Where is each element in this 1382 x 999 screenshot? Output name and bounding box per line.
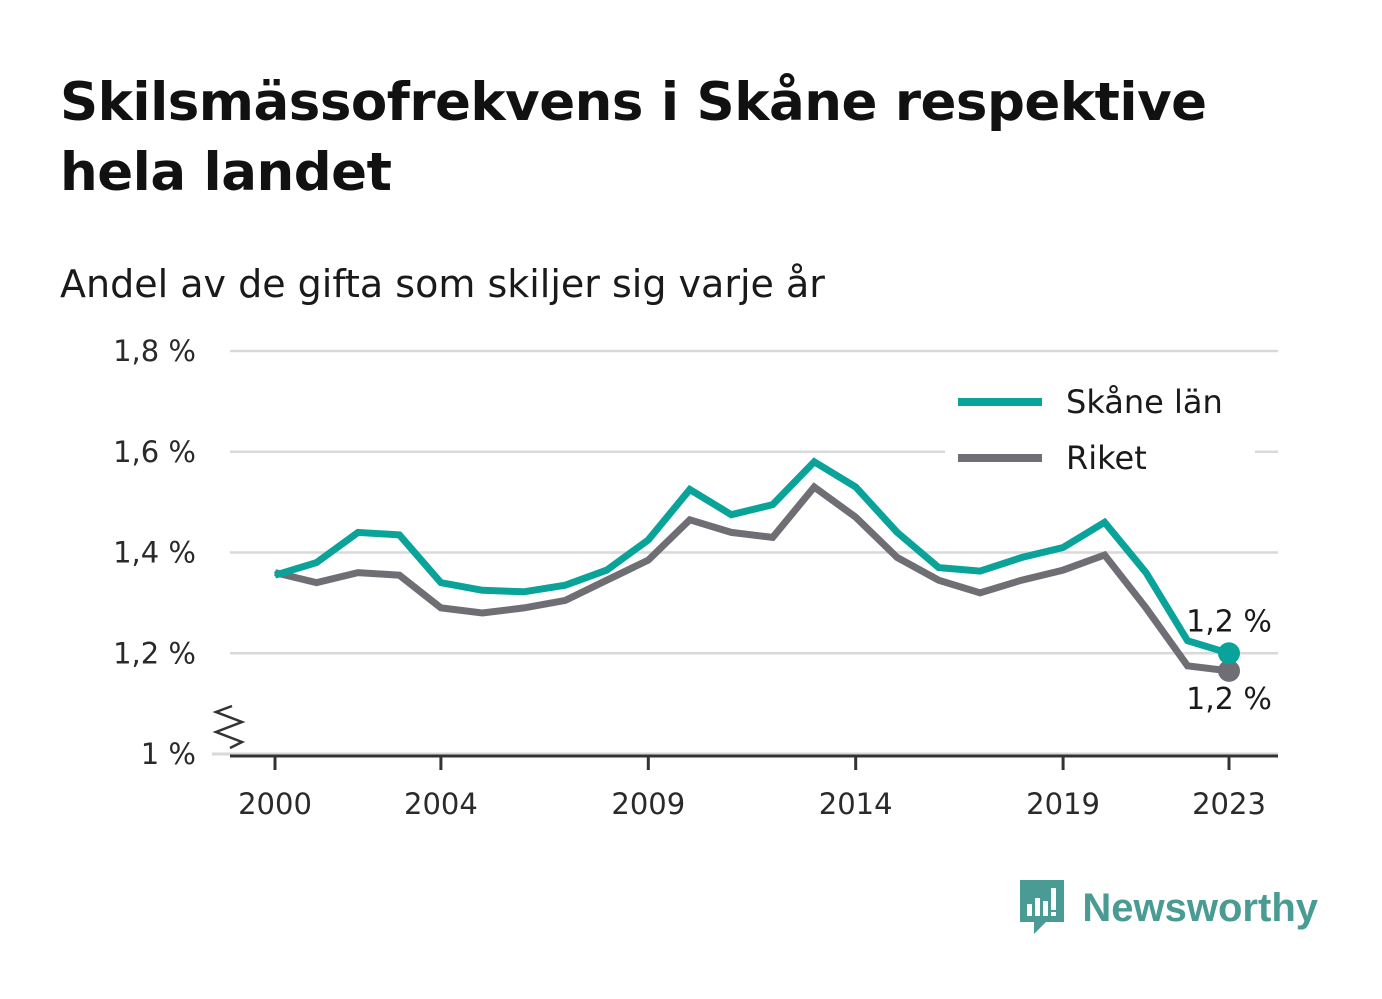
- axis-break-icon: [212, 704, 246, 750]
- end-labels: 1,2 % 1,2 %: [1186, 604, 1272, 717]
- legend-label: Riket: [1066, 439, 1147, 477]
- y-tick-label: 1,6 %: [113, 435, 196, 469]
- x-tick-label: 2009: [611, 787, 685, 821]
- legend-label: Skåne län: [1066, 383, 1223, 421]
- y-tick-label: 1,8 %: [113, 334, 196, 368]
- series-line-riket: [274, 482, 1230, 675]
- newsworthy-logo-icon: [1020, 880, 1065, 934]
- series-lines: [273, 457, 1240, 682]
- brand-name: Newsworthy: [1082, 885, 1318, 930]
- x-tick-label: 2019: [1026, 787, 1100, 821]
- y-tick-label: 1,4 %: [113, 536, 196, 570]
- end-point-riket: [1218, 659, 1240, 682]
- x-tick-label: 2000: [238, 787, 312, 821]
- chart-subtitle: Andel av de gifta som skiljer sig varje …: [60, 262, 825, 306]
- x-tick-label: 2014: [819, 787, 893, 821]
- x-tick-label: 2023: [1192, 787, 1266, 821]
- x-axis: 2000 2004 2009 2014 2019 2023: [230, 754, 1278, 821]
- end-label-skane: 1,2 %: [1186, 604, 1272, 639]
- end-point-skane: [1218, 642, 1240, 665]
- y-tick-label: 1,2 %: [113, 636, 196, 670]
- end-label-riket: 1,2 %: [1186, 682, 1272, 717]
- chart-title: Skilsmässofrekvens i Skåne respektive he…: [60, 72, 1207, 203]
- y-axis: 1 % 1,2 % 1,4 % 1,6 % 1,8 %: [113, 334, 246, 771]
- legend: Skåne län Riket: [945, 378, 1255, 486]
- y-tick-label: 1 %: [141, 737, 196, 771]
- series-line-skane: [273, 457, 1231, 657]
- legend-background: [945, 378, 1255, 486]
- brand: Newsworthy: [1016, 878, 1318, 938]
- x-tick-label: 2004: [404, 787, 478, 821]
